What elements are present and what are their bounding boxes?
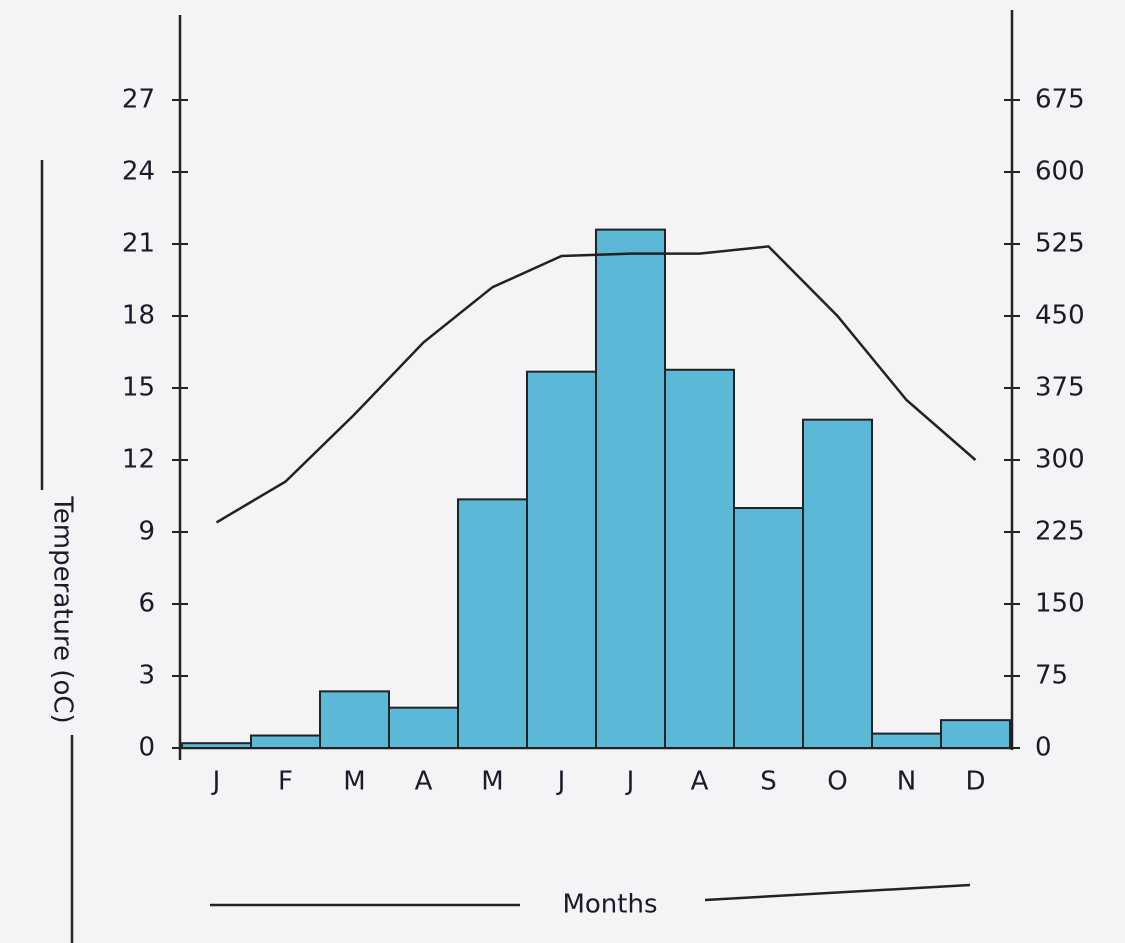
y-tick-label: 3: [138, 661, 155, 691]
y2-tick-label: 450: [1035, 301, 1085, 331]
y-tick-label: 9: [138, 517, 155, 547]
rainfall-bar: [250, 734, 321, 750]
y-tick-label: 6: [138, 589, 155, 619]
rainfall-bar: [664, 368, 735, 749]
x-label-line: [704, 883, 971, 902]
y-tick-label: 15: [122, 373, 155, 403]
temperature-line: [215, 245, 977, 524]
x-tick-label: J: [625, 767, 635, 797]
x-tick-label: A: [691, 767, 709, 797]
y-tick-label: 18: [122, 301, 155, 331]
x-tick-label: A: [415, 767, 433, 797]
x-tick-label: M: [481, 767, 503, 797]
y-tick-label: 27: [122, 85, 155, 115]
x-tick-label: M: [343, 767, 365, 797]
x-tick-label: J: [211, 767, 221, 797]
x-tick-label: J: [556, 767, 566, 797]
rainfall-bar: [181, 742, 252, 750]
y2-tick-label: 0: [1035, 733, 1052, 763]
y2-tick-label: 150: [1035, 589, 1085, 619]
rainfall-bar: [871, 732, 942, 749]
rainfall-bar: [940, 719, 1011, 749]
y2-tick-label: 375: [1035, 373, 1085, 403]
y-tick-label: 0: [138, 733, 155, 763]
y-tick-label: 12: [122, 445, 155, 475]
y2-tick-label: 75: [1035, 661, 1068, 691]
x-axis-label: Months: [562, 890, 657, 920]
rainfall-bar: [733, 507, 804, 749]
rainfall-bar: [319, 690, 390, 749]
rainfall-bar: [802, 418, 873, 749]
y-tick-label: 24: [122, 157, 155, 187]
y-tick-label: 21: [122, 229, 155, 259]
x-tick-label: D: [965, 767, 985, 797]
y2-tick-label: 225: [1035, 517, 1085, 547]
y2-tick-label: 525: [1035, 229, 1085, 259]
x-tick-label: N: [897, 767, 916, 797]
y-axis-label: Temperature (oC): [48, 495, 78, 723]
y2-tick-label: 675: [1035, 85, 1085, 115]
rainfall-bar: [388, 706, 459, 749]
x-tick-label: O: [827, 767, 847, 797]
y2-tick-label: 300: [1035, 445, 1085, 475]
rainfall-bar: [595, 228, 666, 750]
y2-tick-label: 600: [1035, 157, 1085, 187]
x-tick-label: F: [278, 767, 293, 797]
rainfall-bar: [526, 370, 597, 749]
x-tick-label: S: [760, 767, 777, 797]
rainfall-bar: [457, 498, 528, 749]
